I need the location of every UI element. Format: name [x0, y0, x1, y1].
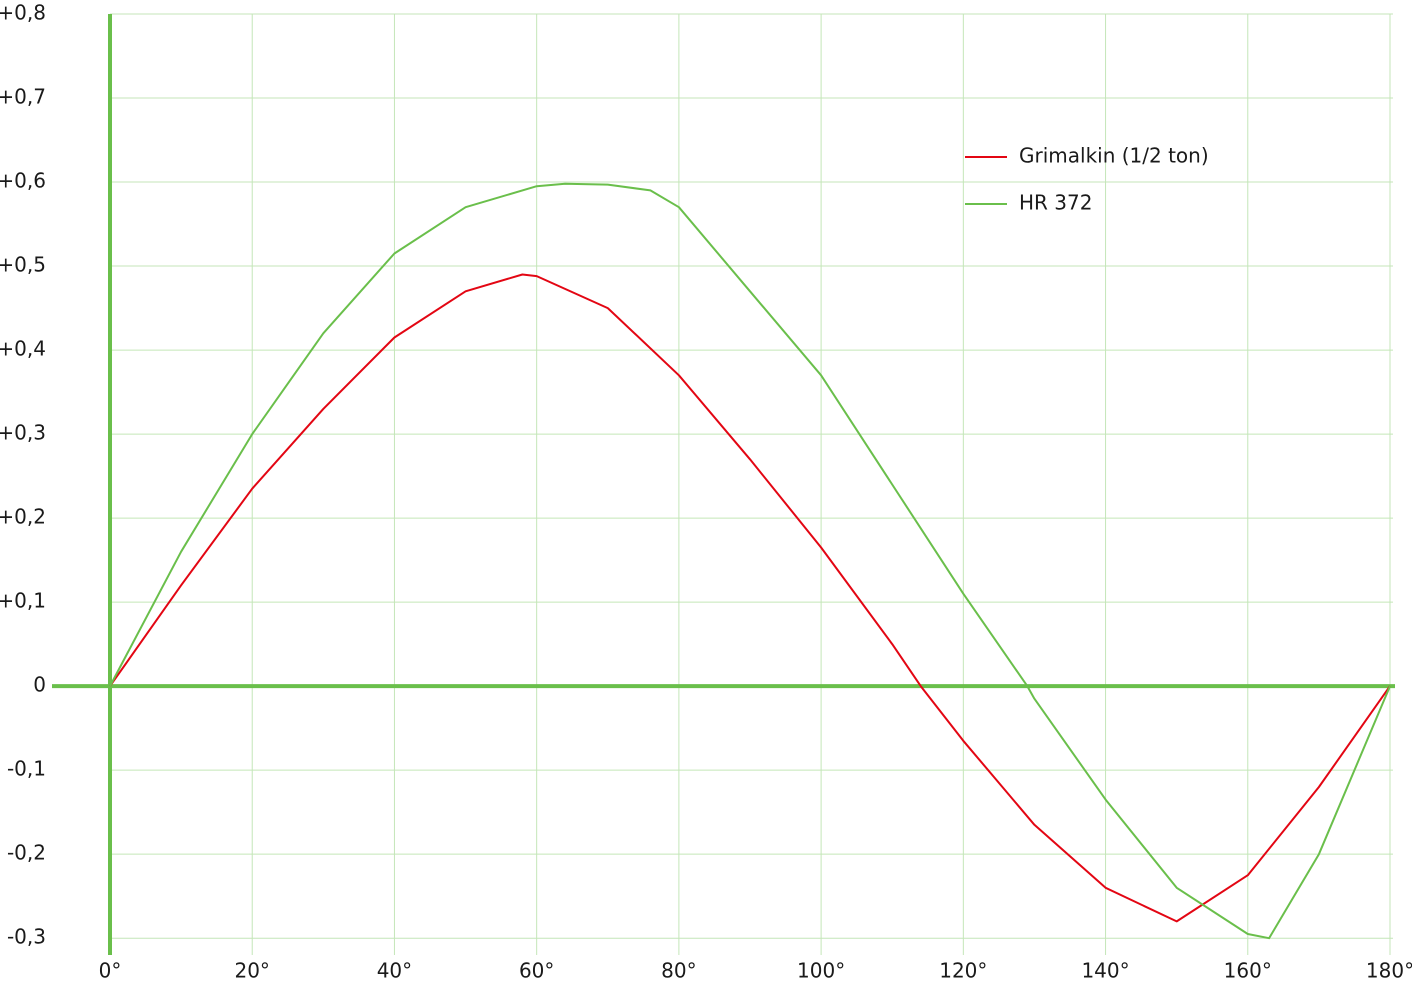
x-tick-label: 20° — [234, 959, 269, 983]
x-tick-label: 0° — [99, 959, 122, 983]
x-tick-label: 60° — [519, 959, 554, 983]
legend-label: HR 372 — [1019, 191, 1092, 215]
legend-label: Grimalkin (1/2 ton) — [1019, 144, 1209, 168]
y-tick-label: +0,2 — [0, 505, 46, 529]
x-tick-label: 120° — [939, 959, 987, 983]
y-tick-label: +0,1 — [0, 589, 46, 613]
x-tick-label: 180° — [1366, 959, 1412, 983]
y-tick-label: 0 — [33, 673, 46, 697]
y-tick-label: -0,3 — [7, 925, 46, 949]
y-tick-label: +0,5 — [0, 253, 46, 277]
x-tick-label: 140° — [1081, 959, 1129, 983]
line-series — [109, 273, 1391, 923]
y-tick-label: -0,1 — [7, 757, 46, 781]
x-tick-label: 40° — [377, 959, 412, 983]
y-tick-label: +0,4 — [0, 337, 46, 361]
y-tick-label: +0,3 — [0, 421, 46, 445]
x-tick-label: 80° — [661, 959, 696, 983]
y-tick-label: +0,8 — [0, 1, 46, 25]
x-tick-label: 100° — [797, 959, 845, 983]
x-tick-label: 160° — [1224, 959, 1272, 983]
line-series — [109, 182, 1391, 940]
y-tick-label: +0,7 — [0, 85, 46, 109]
y-tick-label: +0,6 — [0, 169, 46, 193]
y-tick-label: -0,2 — [7, 841, 46, 865]
